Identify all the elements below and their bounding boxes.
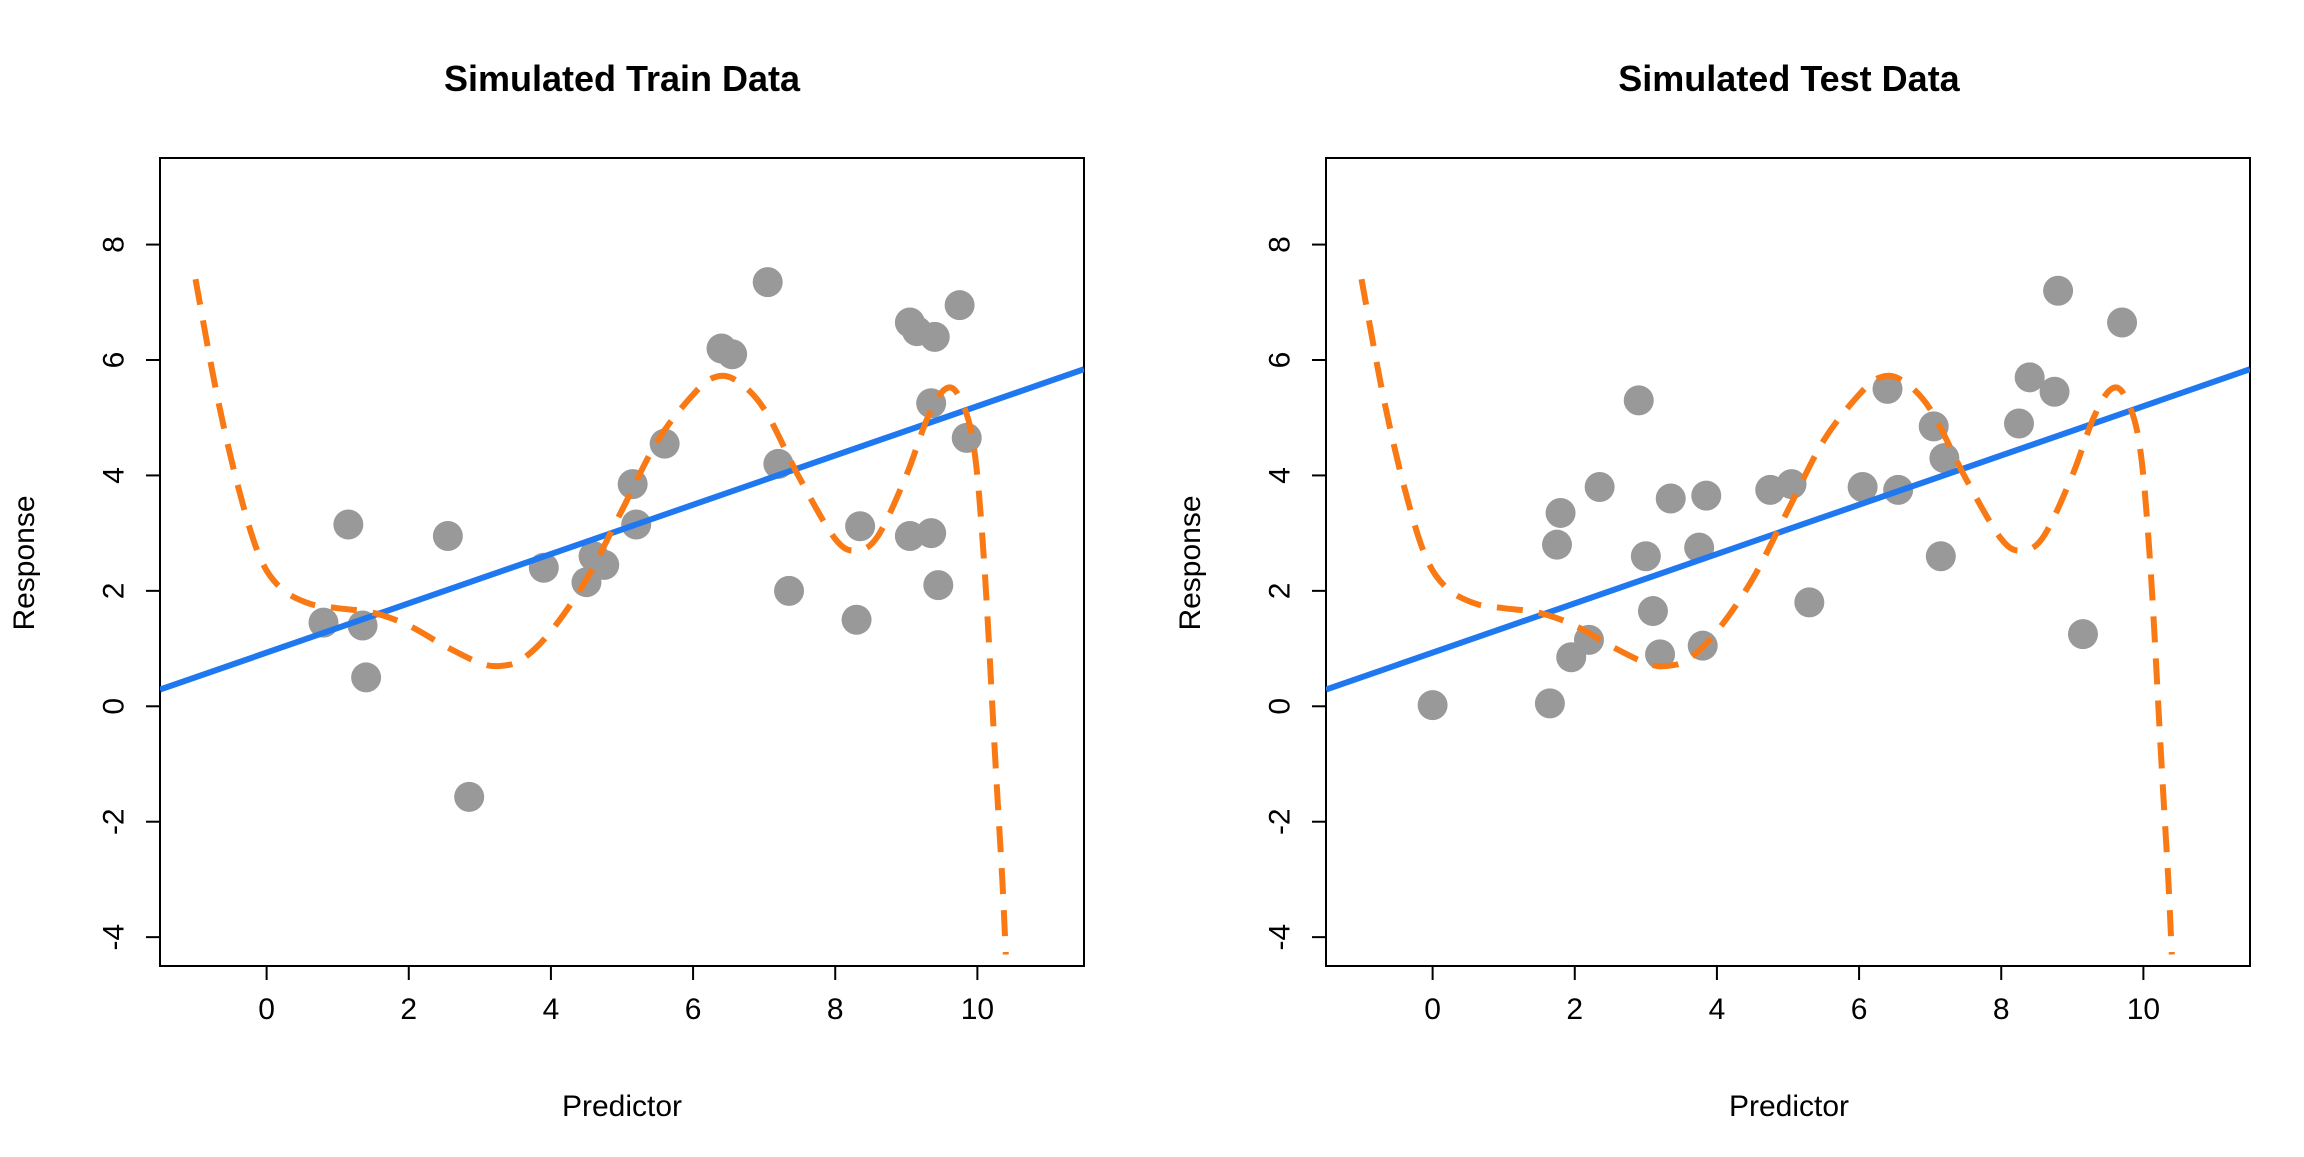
- data-point: [1929, 443, 1960, 474]
- data-point: [944, 290, 975, 321]
- data-point: [1776, 469, 1807, 500]
- x-tick-label: 6: [1851, 993, 1868, 1026]
- plot-frame: [159, 157, 1085, 967]
- linear-fit-line: [1326, 366, 2250, 693]
- data-point: [351, 662, 382, 693]
- x-tick-label: 0: [258, 993, 275, 1026]
- data-point: [2039, 376, 2070, 407]
- x-tick-label: 4: [543, 993, 560, 1026]
- plot-frame: [1325, 157, 2251, 967]
- data-point: [916, 518, 947, 549]
- y-tick-label: 6: [98, 352, 131, 369]
- test-panel: Simulated Test Data 0 2 4 6 8 10 -4 -2 0 2 4 6 8 Pre…: [1174, 58, 2251, 1123]
- y-tick-label: -2: [98, 808, 131, 835]
- x-tick-label: 8: [827, 993, 844, 1026]
- y-axis-label: Response: [8, 495, 41, 630]
- chart-title: Simulated Train Data: [444, 58, 801, 99]
- polynomial-fit-curve: [192, 278, 1009, 955]
- train-panel: Simulated Train Data 0 2 4 6 8 10 -4 -2 0 2 4 6 8 Pr…: [8, 58, 1085, 1123]
- y-tick-label: 2: [1264, 583, 1297, 600]
- data-point: [1573, 624, 1604, 655]
- y-tick-label: 4: [1264, 467, 1297, 484]
- y-tick-label: 0: [98, 698, 131, 715]
- data-point: [1623, 385, 1654, 416]
- data-point: [1630, 541, 1661, 572]
- data-point: [2014, 362, 2045, 393]
- data-point: [752, 267, 783, 298]
- x-axis-label: Predictor: [1729, 1090, 1849, 1123]
- data-point: [1534, 688, 1565, 719]
- data-point: [1637, 596, 1668, 627]
- data-point: [2107, 307, 2138, 338]
- x-axis-label: Predictor: [562, 1090, 682, 1123]
- x-tick-label: 4: [1709, 993, 1726, 1026]
- data-point: [1417, 690, 1448, 721]
- x-tick-label: 2: [400, 993, 417, 1026]
- x-tick-label: 10: [961, 993, 994, 1026]
- x-tick-label: 10: [2127, 993, 2160, 1026]
- plot-area: 0 2 4 6 8 10 -4 -2 0 2 4 6 8: [98, 157, 1085, 1026]
- data-point: [1794, 587, 1825, 618]
- data-point: [2004, 408, 2034, 439]
- data-point: [841, 604, 872, 635]
- linear-fit-line: [160, 366, 1084, 693]
- data-point: [919, 321, 950, 352]
- y-tick-label: 0: [1264, 698, 1297, 715]
- data-point: [951, 422, 982, 453]
- data-point: [2067, 619, 2098, 650]
- data-point: [1584, 471, 1615, 502]
- y-tick-label: 2: [98, 583, 131, 600]
- y-tick-label: 8: [1264, 236, 1297, 253]
- data-point: [1545, 497, 1576, 528]
- data-point: [923, 570, 954, 601]
- x-tick-label: 2: [1566, 993, 1583, 1026]
- data-point: [1925, 541, 1956, 572]
- data-point: [1872, 373, 1903, 404]
- data-point: [1847, 471, 1878, 502]
- y-axis-label: Response: [1174, 495, 1207, 630]
- data-point: [845, 511, 876, 542]
- plot-area: 0 2 4 6 8 10 -4 -2 0 2 4 6 8: [1264, 157, 2251, 1026]
- y-tick-label: -4: [98, 924, 131, 951]
- data-point: [1691, 480, 1722, 511]
- series-layer: [160, 267, 1084, 955]
- y-tick-label: 6: [1264, 352, 1297, 369]
- data-point: [1542, 529, 1572, 560]
- x-tick-label: 0: [1424, 993, 1441, 1026]
- data-point: [432, 521, 463, 552]
- data-point: [333, 509, 364, 540]
- x-tick-label: 6: [685, 993, 702, 1026]
- series-layer: [1326, 275, 2250, 955]
- data-point: [774, 575, 805, 606]
- chart-title: Simulated Test Data: [1618, 58, 1960, 99]
- y-tick-label: 4: [98, 467, 131, 484]
- data-point: [454, 781, 485, 812]
- polynomial-fit-curve: [1358, 278, 2175, 955]
- y-tick-label: 8: [98, 236, 131, 253]
- y-tick-label: -2: [1264, 808, 1297, 835]
- x-tick-label: 8: [1993, 993, 2010, 1026]
- data-point: [717, 339, 748, 370]
- data-point: [2043, 275, 2074, 306]
- data-point: [1655, 483, 1686, 514]
- data-point: [1645, 639, 1676, 670]
- y-tick-label: -4: [1264, 924, 1297, 951]
- data-point: [589, 549, 620, 580]
